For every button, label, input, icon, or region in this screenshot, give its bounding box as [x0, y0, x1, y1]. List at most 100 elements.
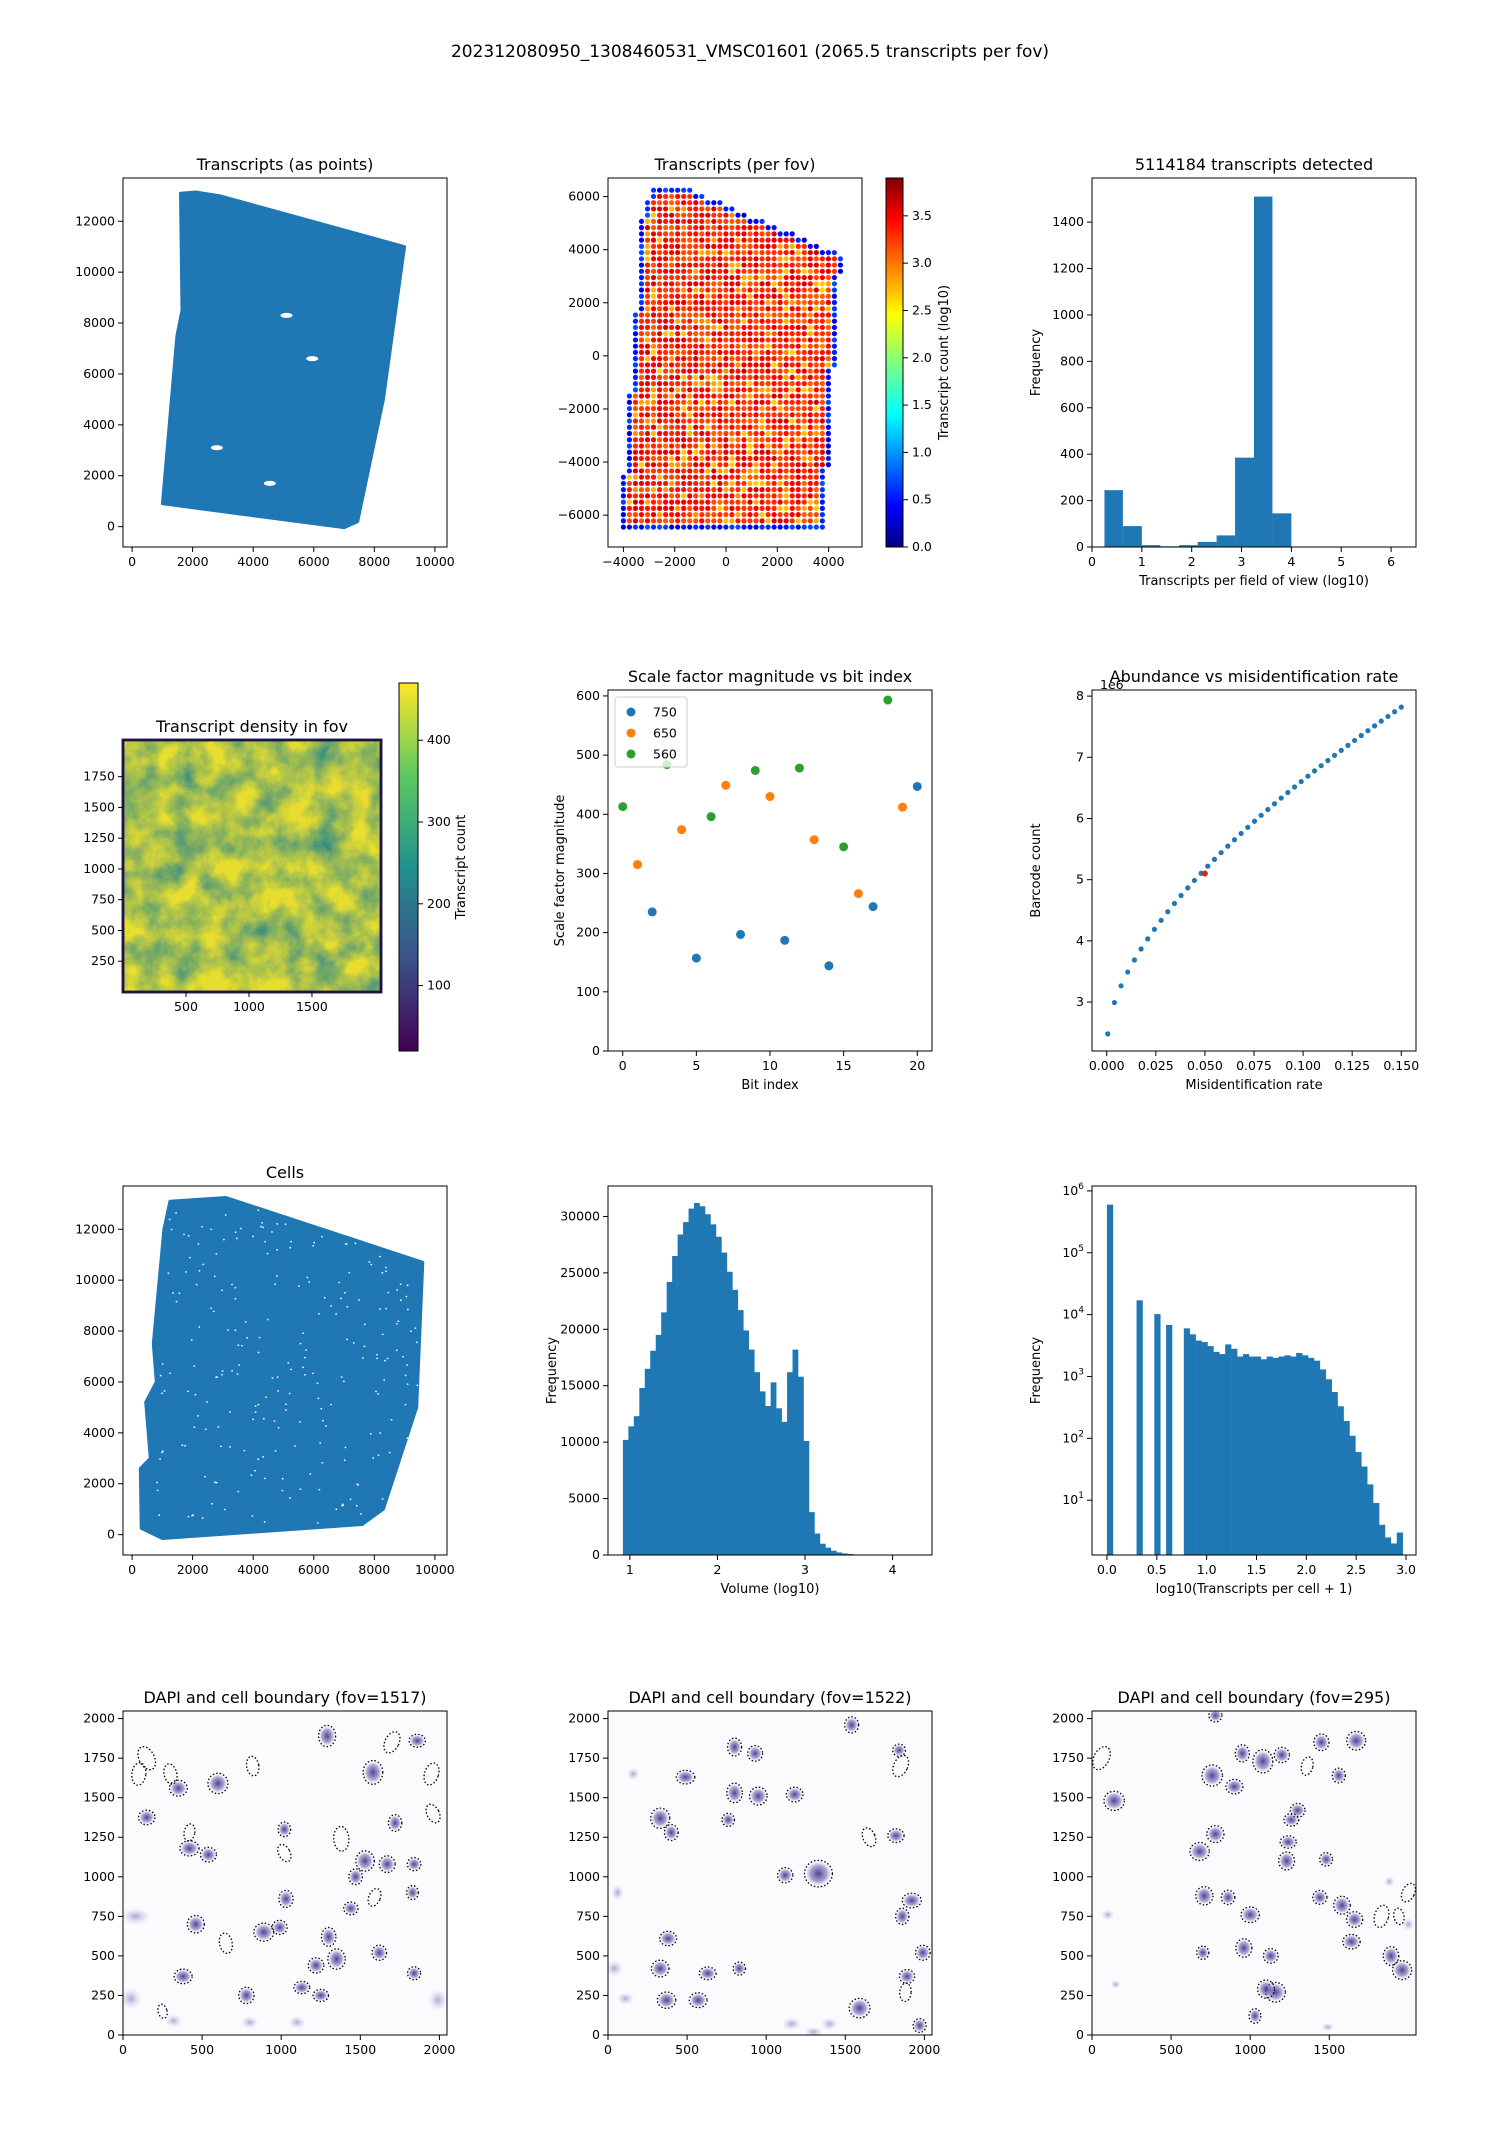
- colorbar-tick-label: 200: [427, 896, 451, 911]
- nucleus: [888, 1829, 904, 1843]
- axes-frame: [1091, 177, 1417, 548]
- cell-gap: [372, 1457, 375, 1459]
- fov-point: [705, 499, 711, 505]
- fov-point: [771, 268, 777, 274]
- fov-point: [801, 505, 807, 511]
- fov-point: [669, 243, 675, 249]
- fov-point: [831, 356, 838, 362]
- fov-point: [783, 293, 789, 299]
- fov-point: [693, 349, 699, 356]
- y-tick-label: 750: [576, 1908, 600, 1923]
- cell-boundary: [1312, 1889, 1328, 1905]
- fov-point: [681, 499, 687, 505]
- y-tick-label: 500: [91, 922, 115, 937]
- fov-point: [711, 468, 717, 474]
- fov-point: [711, 331, 717, 337]
- axes-frame: [122, 739, 382, 993]
- fov-point: [687, 405, 693, 412]
- fov-point: [789, 268, 795, 274]
- fov-point: [819, 356, 825, 362]
- fov-point: [819, 306, 825, 312]
- fov-point: [819, 493, 825, 499]
- fov-point: [729, 212, 735, 218]
- fov-point: [705, 293, 711, 299]
- fov-point: [675, 493, 681, 499]
- histogram-bar: [836, 1552, 843, 1555]
- fov-point: [747, 405, 753, 412]
- fov-point: [771, 449, 777, 455]
- cell-gap: [254, 1411, 257, 1413]
- fov-point: [759, 518, 765, 524]
- fov-point: [825, 362, 831, 368]
- fov-point: [789, 468, 795, 474]
- fov-point: [789, 281, 795, 287]
- fov-point: [735, 418, 741, 424]
- plot-area: [138, 1196, 425, 1540]
- axes-frame: [607, 1710, 933, 2036]
- fov-point: [644, 368, 651, 374]
- fov-point: [825, 256, 831, 262]
- cell-gap: [330, 1403, 332, 1406]
- fov-point: [638, 274, 645, 281]
- fov-point: [681, 293, 687, 299]
- y-tick-label: 750: [91, 892, 115, 907]
- cell-gap: [169, 1372, 172, 1374]
- histogram-bar: [1106, 1204, 1114, 1555]
- fov-point: [681, 281, 687, 287]
- cell-boundary: [199, 1846, 218, 1863]
- fov-point: [675, 524, 681, 530]
- histogram-bar: [754, 1372, 761, 1555]
- fov-point: [735, 324, 741, 331]
- histogram-bar: [1189, 1334, 1196, 1555]
- fov-point: [711, 218, 717, 225]
- fov-point: [741, 474, 747, 480]
- x-tick-label: 0: [128, 1562, 136, 1577]
- fov-point: [741, 356, 747, 362]
- cell-gap: [204, 1428, 207, 1431]
- fov-point: [789, 462, 795, 468]
- fov-point: [699, 474, 705, 480]
- fov-point: [717, 281, 723, 287]
- fov-point: [771, 381, 777, 387]
- fov-point: [717, 362, 723, 368]
- cell-gap: [206, 1401, 208, 1403]
- fov-point: [765, 337, 771, 343]
- fov-point: [765, 268, 771, 274]
- fov-point: [723, 256, 729, 262]
- fov-point: [711, 337, 717, 343]
- histogram-bar: [803, 1441, 810, 1555]
- fov-point: [735, 356, 741, 362]
- fov-point: [699, 480, 705, 487]
- cell-gap: [306, 1276, 309, 1279]
- cell-gap: [277, 1427, 280, 1429]
- cell-gap: [404, 1374, 407, 1377]
- fov-point: [693, 443, 699, 449]
- fov-point: [675, 318, 681, 324]
- fov-point: [705, 455, 711, 462]
- fov-point: [662, 337, 669, 343]
- fov-point: [771, 387, 777, 393]
- fov-point: [813, 343, 819, 349]
- fov-point: [687, 343, 693, 349]
- fov-point: [681, 393, 687, 399]
- fov-point: [644, 318, 651, 324]
- fov-point: [711, 430, 717, 437]
- legend-marker: [626, 728, 636, 738]
- fov-point: [735, 437, 741, 443]
- fov-point: [656, 468, 663, 474]
- x-tick-label: 1.5: [1247, 1562, 1267, 1577]
- fov-point: [699, 518, 705, 524]
- fov-point: [759, 287, 765, 293]
- fov-point: [723, 387, 729, 393]
- cell-gap: [318, 1313, 320, 1315]
- fov-point: [795, 412, 801, 418]
- fov-point: [681, 455, 687, 462]
- fov-point: [741, 231, 747, 237]
- fov-point: [771, 518, 777, 524]
- fov-point: [771, 462, 777, 468]
- fov-point: [747, 437, 753, 443]
- nucleus: [778, 1868, 793, 1883]
- cell-gap: [178, 1292, 181, 1294]
- fov-point: [638, 381, 645, 387]
